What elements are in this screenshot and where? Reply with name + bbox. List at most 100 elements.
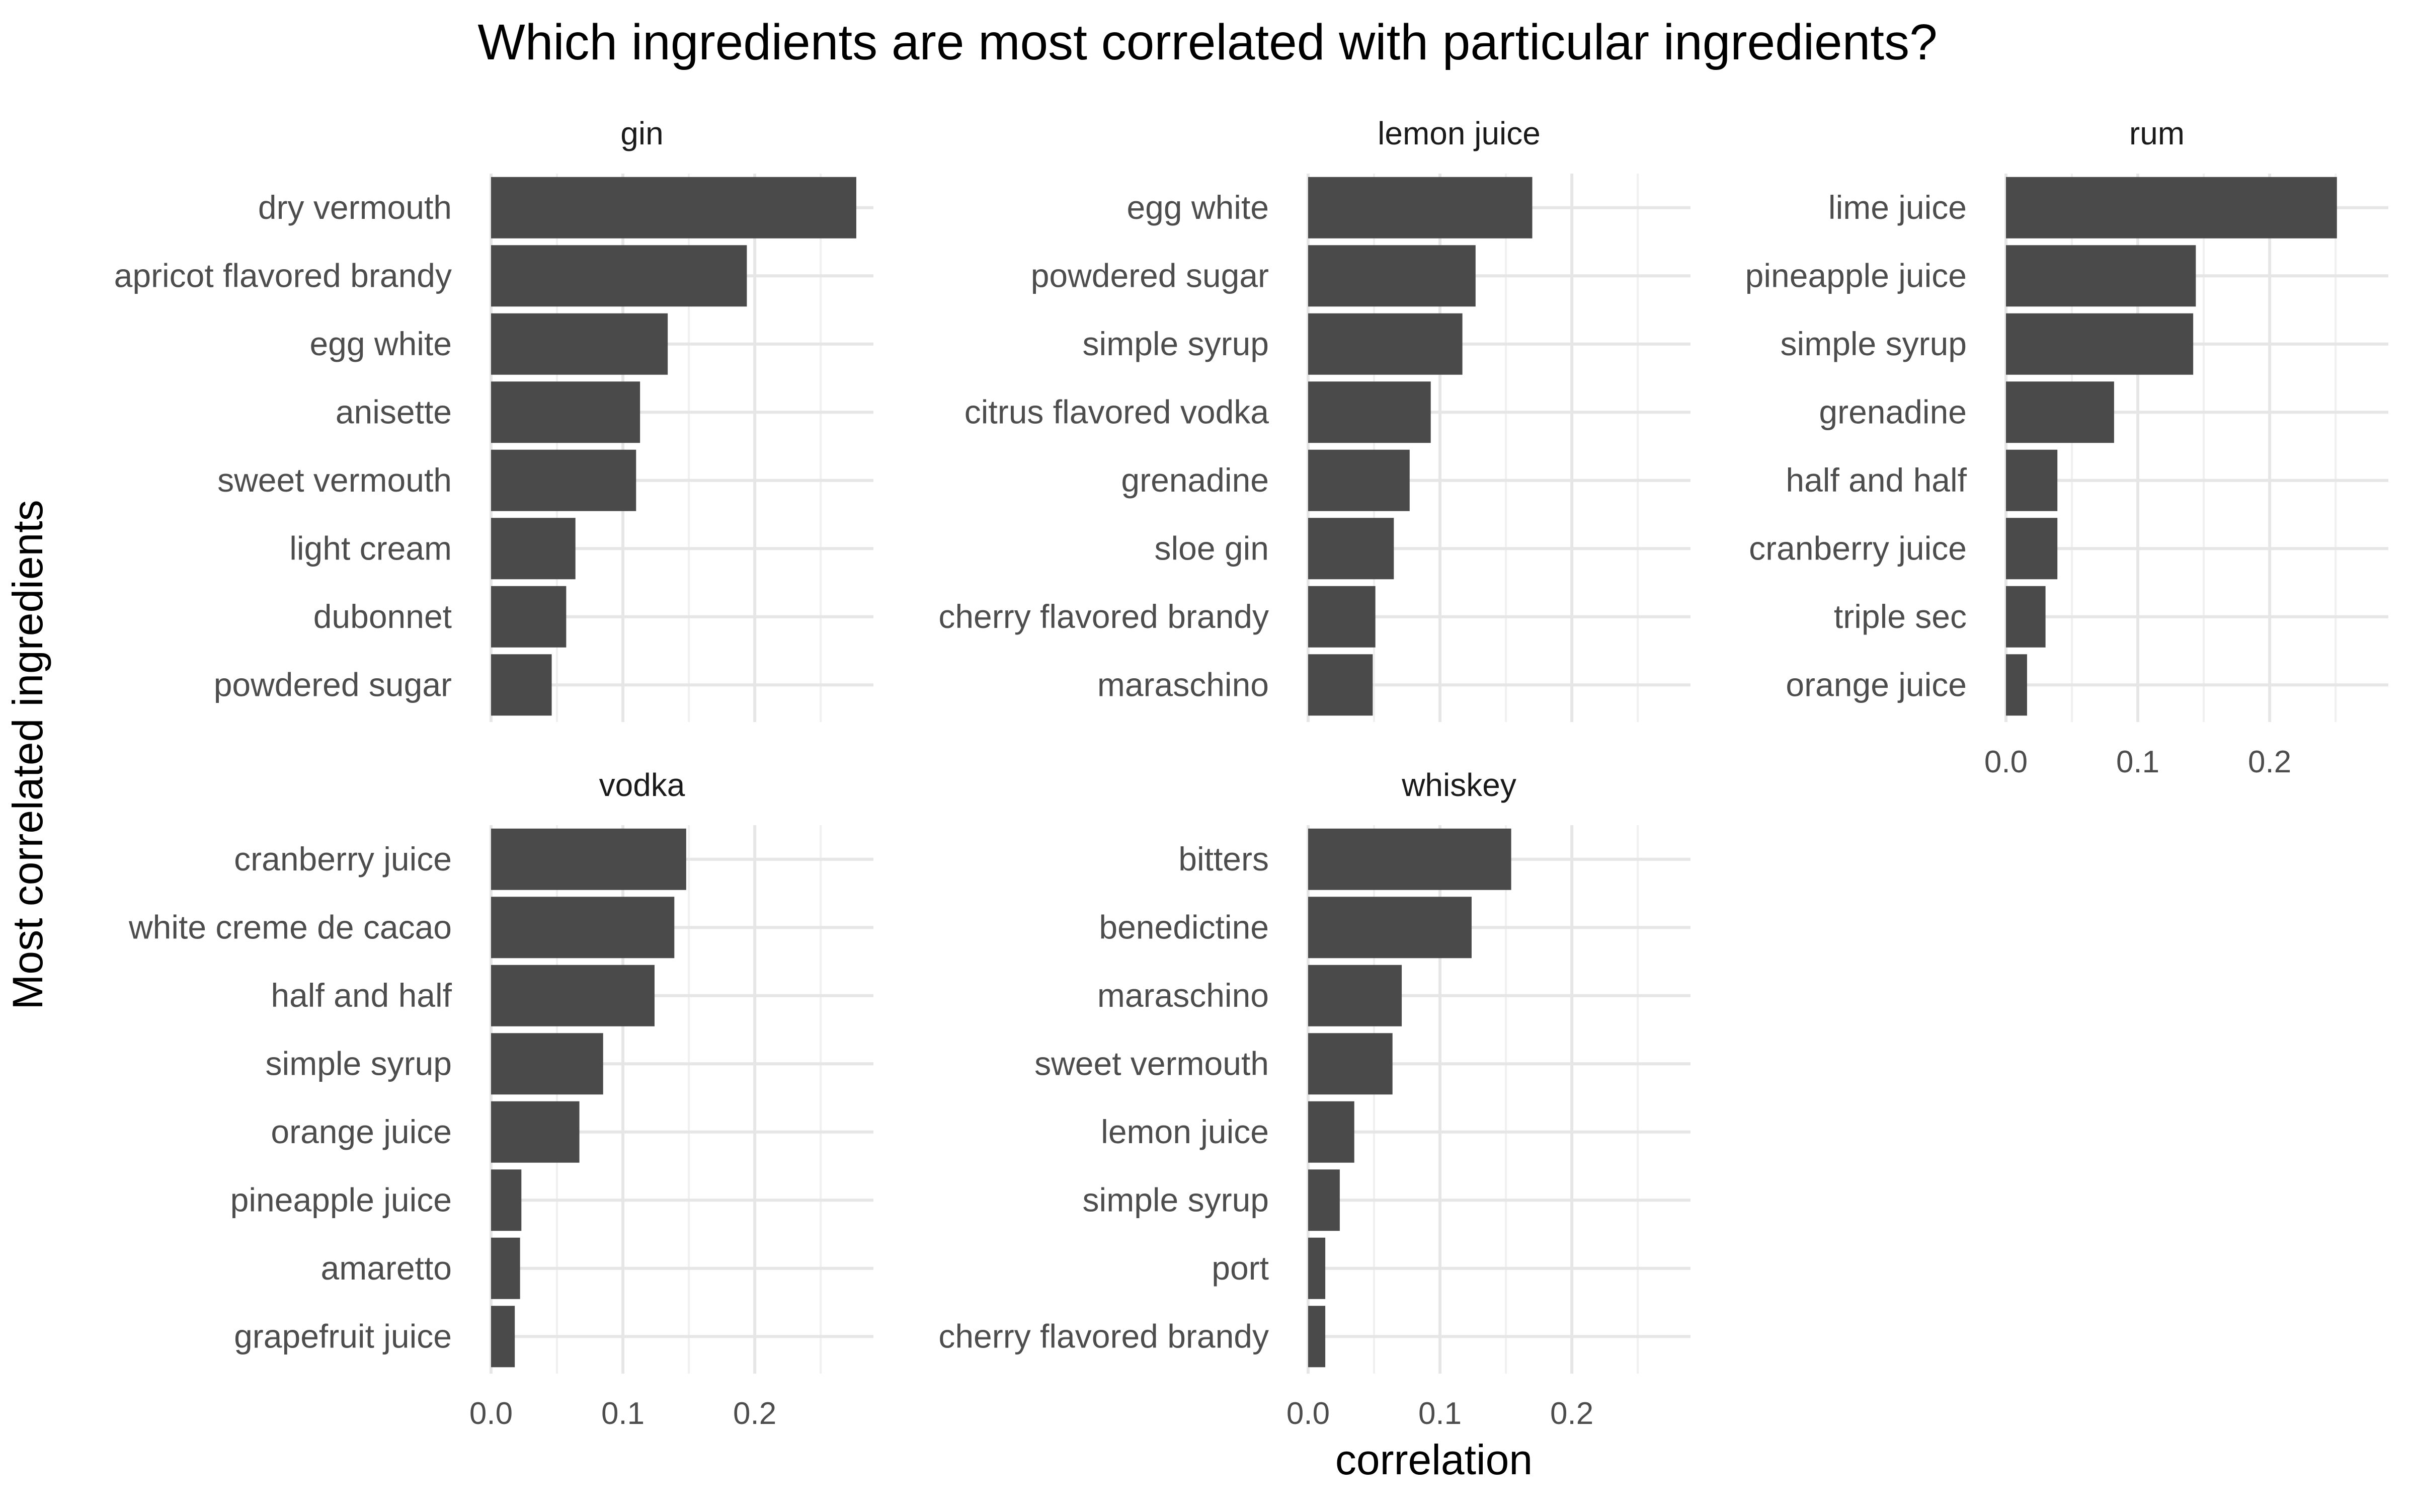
bar-vodka-white-creme-de-cacao: [491, 897, 675, 959]
bar-rum-orange-juice: [2006, 654, 2027, 716]
bar-whiskey-port: [1308, 1237, 1326, 1299]
bar-gin-sweet-vermouth: [491, 449, 636, 511]
facet-panel-gin: gin dry vermouth apricot flavored brandy eg…: [114, 115, 873, 722]
category-label: egg white: [309, 325, 452, 362]
bar-lemon-juice-sloe-gin: [1308, 518, 1394, 580]
x-tick-label: 0.0: [1286, 1396, 1330, 1431]
category-label: cherry flavored brandy: [938, 1317, 1269, 1355]
bar-whiskey-maraschino: [1308, 965, 1402, 1026]
bar-rum-grenadine: [2006, 381, 2114, 443]
bar-vodka-grapefruit-juice: [491, 1306, 515, 1368]
category-label: citrus flavored vodka: [964, 393, 1269, 430]
category-label: sweet vermouth: [217, 461, 452, 499]
x-tick-label: 0.0: [1984, 745, 2028, 779]
category-label: sweet vermouth: [1034, 1045, 1269, 1082]
category-label: cranberry juice: [234, 840, 452, 878]
category-label: lime juice: [1828, 189, 1967, 226]
bar-whiskey-cherry-flavored-brandy: [1308, 1306, 1326, 1368]
category-label: anisette: [336, 393, 452, 430]
x-tick-label: 0.0: [469, 1396, 513, 1431]
bar-lemon-juice-citrus-flavored-vodka: [1308, 381, 1431, 443]
bar-lemon-juice-simple-syrup: [1308, 313, 1463, 375]
bar-rum-half-and-half: [2006, 449, 2058, 511]
bar-vodka-half-and-half: [491, 965, 655, 1026]
category-label: dry vermouth: [258, 189, 452, 226]
category-label: dubonnet: [313, 598, 452, 635]
category-label: half and half: [1786, 461, 1967, 499]
category-label: bitters: [1178, 840, 1269, 878]
facet-label: whiskey: [1401, 767, 1516, 803]
bar-rum-pineapple-juice: [2006, 245, 2196, 307]
category-label: maraschino: [1097, 977, 1269, 1014]
category-label: pineapple juice: [230, 1181, 452, 1218]
bar-gin-light-cream: [491, 518, 576, 580]
bar-gin-egg-white: [491, 313, 668, 375]
facet-panel-whiskey: whiskey bitters benedictine maraschino sweet…: [938, 767, 1691, 1431]
bar-lemon-juice-maraschino: [1308, 654, 1373, 716]
category-label: half and half: [271, 977, 452, 1014]
category-label: grenadine: [1819, 393, 1967, 430]
category-label: simple syrup: [1781, 325, 1967, 362]
category-label: egg white: [1126, 189, 1269, 226]
x-tick-label: 0.2: [1550, 1396, 1593, 1431]
facet-label: rum: [2129, 115, 2185, 151]
bar-lemon-juice-cherry-flavored-brandy: [1308, 586, 1376, 648]
bar-whiskey-benedictine: [1308, 897, 1472, 959]
bar-rum-simple-syrup: [2006, 313, 2194, 375]
facet-panels: gin dry vermouth apricot flavored brandy eg…: [114, 115, 2388, 1431]
category-label: orange juice: [1786, 666, 1967, 703]
category-label: simple syrup: [266, 1045, 452, 1082]
facet-panel-vodka: vodka cranberry juice white creme de cacao…: [128, 767, 873, 1431]
facet-label: vodka: [599, 767, 685, 803]
category-label: amaretto: [321, 1249, 452, 1287]
category-label: simple syrup: [1083, 1181, 1269, 1218]
x-tick-label: 0.1: [2116, 745, 2159, 779]
facet-label: lemon juice: [1378, 115, 1541, 151]
x-tick-label: 0.1: [1418, 1396, 1462, 1431]
category-label: powdered sugar: [1031, 257, 1269, 294]
x-axis-title: correlation: [1335, 1436, 1533, 1483]
category-label: white creme de cacao: [128, 908, 452, 945]
bar-lemon-juice-powdered-sugar: [1308, 245, 1476, 307]
bar-gin-dry-vermouth: [491, 177, 856, 238]
bar-gin-dubonnet: [491, 586, 567, 648]
bar-whiskey-bitters: [1308, 828, 1511, 890]
bar-vodka-simple-syrup: [491, 1033, 603, 1095]
category-label: powdered sugar: [214, 666, 452, 703]
x-tick-label: 0.2: [733, 1396, 776, 1431]
bar-vodka-pineapple-juice: [491, 1169, 522, 1231]
facet-panel-lemon-juice: lemon juice egg white powdered sugar simple…: [938, 115, 1691, 722]
y-axis-title: Most correlated ingredients: [4, 500, 51, 1009]
category-label: grapefruit juice: [234, 1317, 452, 1355]
category-label: light cream: [289, 529, 452, 567]
bar-vodka-amaretto: [491, 1237, 520, 1299]
category-label: lemon juice: [1101, 1113, 1269, 1150]
category-label: apricot flavored brandy: [114, 257, 452, 294]
facet-panel-rum: rum lime juice pineapple juice simple syrup…: [1745, 115, 2388, 779]
bar-vodka-cranberry-juice: [491, 828, 686, 890]
category-label: triple sec: [1834, 598, 1967, 635]
category-label: sloe gin: [1155, 529, 1269, 567]
category-label: maraschino: [1097, 666, 1269, 703]
category-label: pineapple juice: [1745, 257, 1967, 294]
bar-lemon-juice-grenadine: [1308, 449, 1410, 511]
category-label: benedictine: [1099, 908, 1269, 945]
category-label: cranberry juice: [1749, 529, 1967, 567]
bar-rum-cranberry-juice: [2006, 518, 2058, 580]
bar-gin-apricot-flavored-brandy: [491, 245, 747, 307]
x-tick-label: 0.1: [601, 1396, 645, 1431]
bar-rum-lime-juice: [2006, 177, 2337, 238]
category-label: port: [1212, 1249, 1269, 1287]
x-tick-label: 0.2: [2248, 745, 2291, 779]
category-label: grenadine: [1121, 461, 1269, 499]
chart-title: Which ingredients are most correlated wi…: [477, 14, 1937, 70]
bar-vodka-orange-juice: [491, 1101, 580, 1163]
category-label: orange juice: [271, 1113, 452, 1150]
bar-whiskey-lemon-juice: [1308, 1101, 1354, 1163]
bar-gin-anisette: [491, 381, 640, 443]
bar-lemon-juice-egg-white: [1308, 177, 1533, 238]
bar-whiskey-simple-syrup: [1308, 1169, 1340, 1231]
facet-label: gin: [620, 115, 663, 151]
